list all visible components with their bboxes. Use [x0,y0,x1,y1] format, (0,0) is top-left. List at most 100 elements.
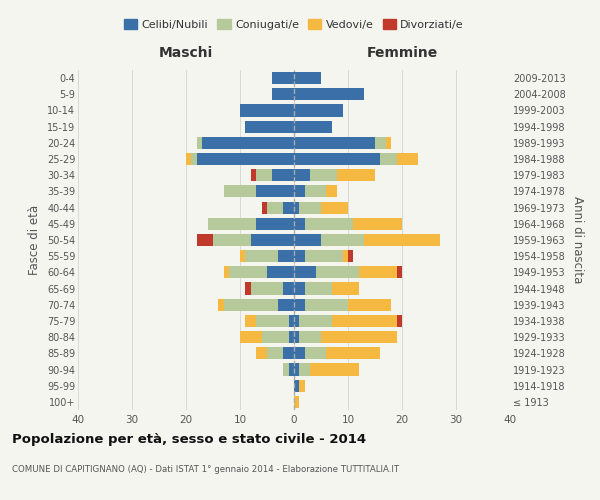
Bar [343,250,348,262]
Bar [294,186,305,198]
Bar [283,202,294,213]
Bar [283,348,294,360]
Bar [332,315,397,327]
Bar [272,169,294,181]
Bar [397,266,402,278]
Bar [197,234,213,246]
Bar [202,137,294,149]
Bar [245,120,294,132]
Bar [316,266,359,278]
Bar [321,234,364,246]
Bar [278,298,294,311]
Bar [267,202,283,213]
Bar [208,218,256,230]
Bar [289,331,294,343]
Bar [245,282,251,294]
Bar [299,364,310,376]
Bar [380,153,397,165]
Bar [272,72,294,84]
Bar [299,380,305,392]
Bar [256,186,294,198]
Bar [240,250,245,262]
Bar [283,282,294,294]
Bar [197,153,294,165]
Bar [305,186,326,198]
Bar [289,315,294,327]
Bar [294,298,305,311]
Bar [197,137,202,149]
Bar [262,331,289,343]
Bar [332,282,359,294]
Bar [348,250,353,262]
Bar [191,153,197,165]
Bar [294,331,299,343]
Bar [326,186,337,198]
Bar [224,266,229,278]
Text: Popolazione per età, sesso e stato civile - 2014: Popolazione per età, sesso e stato civil… [12,432,366,446]
Legend: Celibi/Nubili, Coniugati/e, Vedovi/e, Divorziati/e: Celibi/Nubili, Coniugati/e, Vedovi/e, Di… [119,14,469,34]
Bar [245,250,278,262]
Bar [251,282,283,294]
Bar [283,364,289,376]
Bar [240,331,262,343]
Bar [186,153,191,165]
Bar [294,137,375,149]
Bar [218,298,224,311]
Bar [267,348,283,360]
Bar [294,315,299,327]
Bar [299,202,321,213]
Bar [278,250,294,262]
Bar [397,153,418,165]
Bar [326,348,380,360]
Bar [256,315,289,327]
Bar [359,266,397,278]
Bar [245,315,256,327]
Bar [294,364,299,376]
Bar [305,282,332,294]
Bar [294,72,321,84]
Bar [294,104,343,117]
Bar [321,202,348,213]
Bar [364,234,440,246]
Text: Femmine: Femmine [367,46,437,60]
Bar [353,218,402,230]
Bar [337,169,375,181]
Bar [262,202,267,213]
Bar [289,364,294,376]
Bar [294,396,299,408]
Bar [267,266,294,278]
Bar [386,137,391,149]
Bar [294,153,380,165]
Bar [294,120,332,132]
Bar [224,186,256,198]
Bar [240,104,294,117]
Bar [310,169,337,181]
Bar [256,348,267,360]
Bar [397,315,402,327]
Bar [251,169,256,181]
Text: Maschi: Maschi [159,46,213,60]
Bar [294,88,364,101]
Bar [294,234,321,246]
Bar [294,218,305,230]
Bar [305,298,348,311]
Bar [294,266,316,278]
Bar [224,298,278,311]
Bar [305,348,326,360]
Bar [294,169,310,181]
Bar [256,169,272,181]
Bar [321,331,397,343]
Bar [294,348,305,360]
Text: COMUNE DI CAPITIGNANO (AQ) - Dati ISTAT 1° gennaio 2014 - Elaborazione TUTTITALI: COMUNE DI CAPITIGNANO (AQ) - Dati ISTAT … [12,465,399,474]
Bar [294,282,305,294]
Y-axis label: Fasce di età: Fasce di età [28,205,41,275]
Bar [294,380,299,392]
Bar [299,331,321,343]
Bar [305,250,343,262]
Bar [256,218,294,230]
Bar [375,137,386,149]
Bar [294,202,299,213]
Y-axis label: Anni di nascita: Anni di nascita [571,196,584,284]
Bar [299,315,332,327]
Bar [251,234,294,246]
